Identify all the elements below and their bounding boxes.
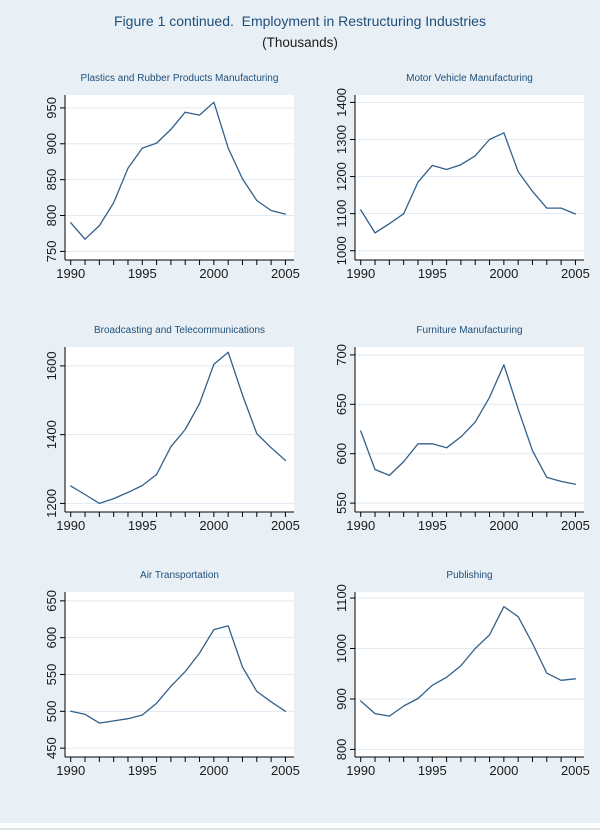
chart-publishing: Publishing 800 900 1000 1100 1990 1995 2000 200… — [298, 569, 590, 790]
chart-broadcasting-telecom: Broadcasting and Telecommunications 1200… — [8, 324, 300, 545]
chart-furniture: Furniture Manufacturing 550 600 650 700 1990… — [298, 324, 590, 545]
line-chart-plot: 1200 1400 1600 1990 1995 2000 2005 — [44, 347, 300, 533]
svg-text:1995: 1995 — [418, 518, 447, 533]
line-chart-plot: 450 500 550 600 650 1990 1995 2000 2005 — [44, 590, 300, 778]
svg-text:1000: 1000 — [334, 236, 349, 265]
svg-text:2005: 2005 — [561, 266, 590, 281]
svg-text:1995: 1995 — [418, 763, 447, 778]
chart-title: Motor Vehicle Manufacturing — [406, 73, 533, 84]
svg-text:850: 850 — [44, 169, 59, 191]
svg-text:650: 650 — [44, 590, 59, 612]
svg-text:1600: 1600 — [44, 351, 59, 380]
svg-text:900: 900 — [44, 133, 59, 155]
line-chart-plot: 550 600 650 700 1990 1995 2000 2005 — [334, 344, 590, 533]
svg-text:2005: 2005 — [271, 518, 300, 533]
svg-text:1995: 1995 — [128, 518, 157, 533]
svg-text:2000: 2000 — [489, 266, 518, 281]
svg-text:1400: 1400 — [44, 420, 59, 449]
svg-text:1990: 1990 — [346, 763, 375, 778]
svg-text:2000: 2000 — [489, 518, 518, 533]
svg-text:1990: 1990 — [346, 266, 375, 281]
svg-text:600: 600 — [44, 627, 59, 649]
svg-text:2000: 2000 — [199, 763, 228, 778]
svg-text:2000: 2000 — [199, 518, 228, 533]
svg-text:1300: 1300 — [334, 125, 349, 154]
svg-text:600: 600 — [334, 443, 349, 465]
svg-text:650: 650 — [334, 393, 349, 415]
svg-text:1995: 1995 — [128, 266, 157, 281]
svg-text:750: 750 — [44, 241, 59, 263]
chart-title: Air Transportation — [140, 570, 219, 581]
chart-air-transportation: Air Transportation 450 500 550 600 650 1990 19… — [8, 569, 300, 790]
chart-title: Plastics and Rubber Products Manufacturi… — [80, 73, 279, 84]
svg-text:2005: 2005 — [271, 763, 300, 778]
svg-text:2000: 2000 — [489, 763, 518, 778]
line-chart-plot: 750 800 850 900 950 1990 1995 2000 2005 — [44, 95, 300, 281]
chart-title: Broadcasting and Telecommunications — [93, 325, 266, 336]
svg-text:550: 550 — [44, 664, 59, 686]
svg-text:1000: 1000 — [334, 634, 349, 663]
chart-plastics-rubber: Plastics and Rubber Products Manufacturi… — [8, 72, 300, 293]
page-edge — [0, 823, 600, 830]
svg-text:1990: 1990 — [56, 518, 85, 533]
svg-text:2000: 2000 — [199, 266, 228, 281]
svg-text:1990: 1990 — [56, 266, 85, 281]
chart-title: Publishing — [446, 570, 493, 581]
svg-text:1200: 1200 — [334, 162, 349, 191]
svg-text:1100: 1100 — [334, 584, 349, 612]
svg-text:500: 500 — [44, 700, 59, 722]
svg-text:900: 900 — [334, 688, 349, 710]
svg-text:550: 550 — [334, 492, 349, 514]
svg-text:950: 950 — [44, 97, 59, 119]
svg-text:1400: 1400 — [334, 88, 349, 117]
svg-text:800: 800 — [44, 205, 59, 227]
chart-motor-vehicle: Motor Vehicle Manufacturing 1000 1100 1200… — [298, 72, 590, 293]
svg-text:2005: 2005 — [561, 763, 590, 778]
svg-text:800: 800 — [334, 739, 349, 761]
svg-text:1990: 1990 — [56, 763, 85, 778]
svg-text:2005: 2005 — [271, 266, 300, 281]
svg-text:1990: 1990 — [346, 518, 375, 533]
svg-text:1100: 1100 — [334, 200, 349, 228]
svg-text:700: 700 — [334, 344, 349, 366]
figure-subtitle: (Thousands) — [262, 35, 338, 50]
line-chart-plot: 800 900 1000 1100 1990 1995 2000 2005 — [334, 584, 590, 778]
svg-text:1200: 1200 — [44, 489, 59, 518]
chart-title: Furniture Manufacturing — [416, 325, 523, 336]
svg-text:2005: 2005 — [561, 518, 590, 533]
svg-text:450: 450 — [44, 737, 59, 759]
svg-text:1995: 1995 — [418, 266, 447, 281]
figure-title: Figure 1 continued. Employment in Restru… — [114, 13, 486, 29]
svg-text:1995: 1995 — [128, 763, 157, 778]
line-chart-plot: 1000 1100 1200 1300 1400 1990 1995 2000 2005 — [334, 88, 590, 281]
